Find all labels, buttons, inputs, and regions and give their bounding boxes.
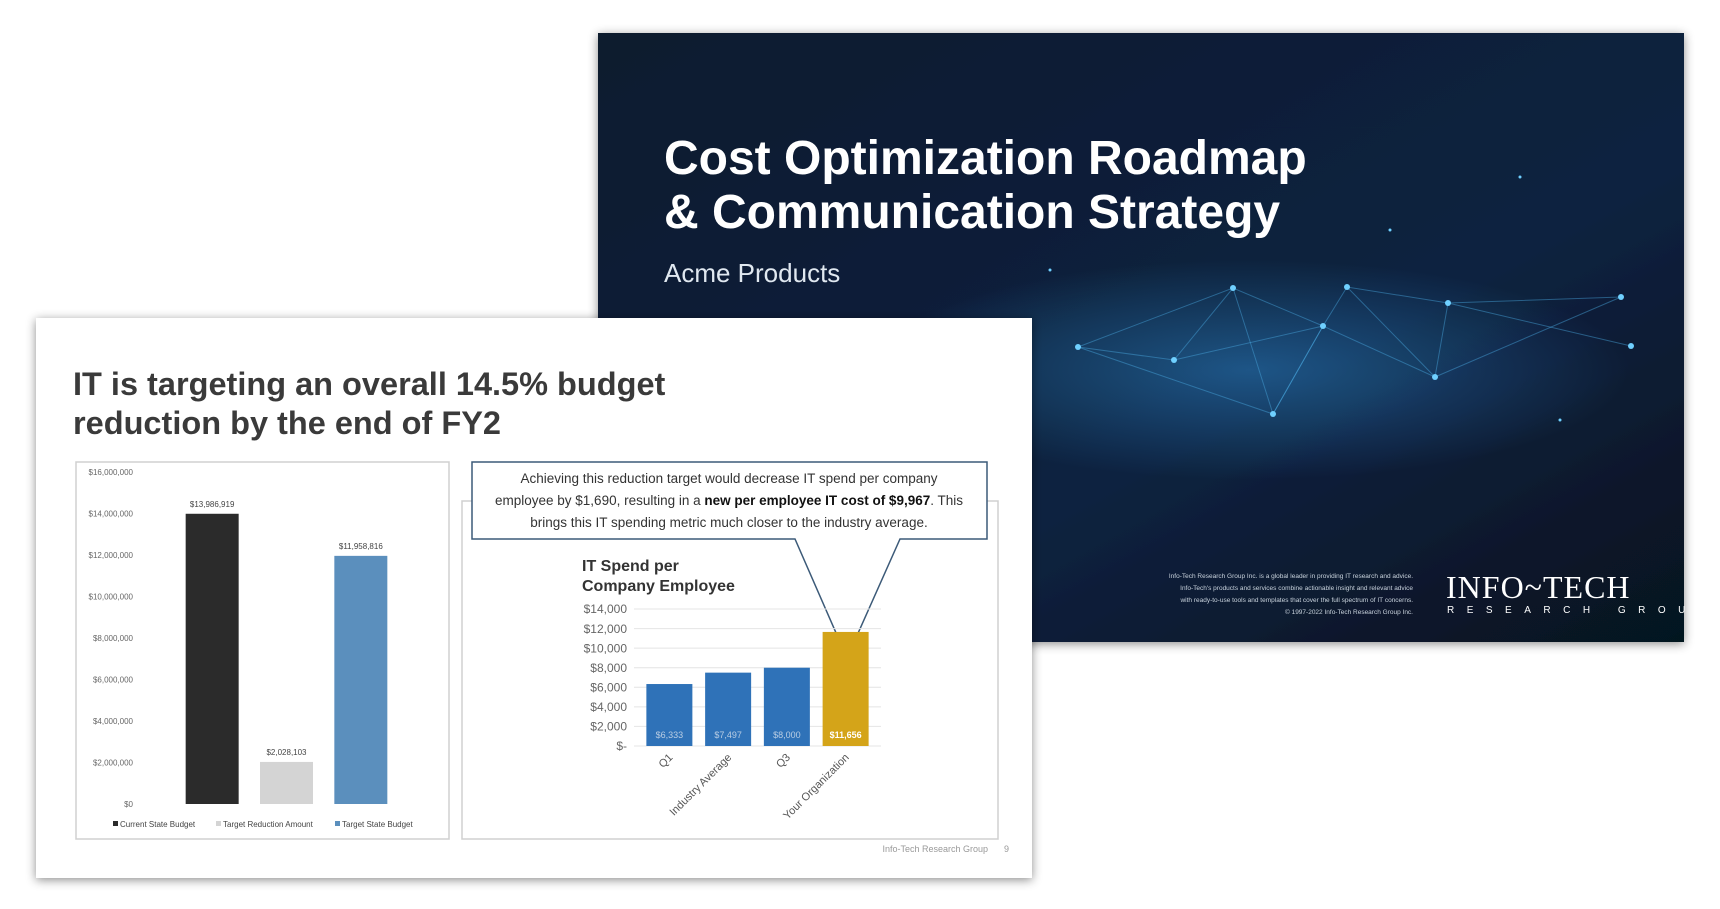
chart-title: IT Spend per <box>582 558 679 575</box>
network-nodes <box>978 175 1634 422</box>
value-label: $11,958,816 <box>339 542 383 551</box>
slide-title: & Communication Strategy <box>664 186 1280 239</box>
y-tick-label: $4,000,000 <box>93 717 134 726</box>
y-tick-label: $6,000 <box>590 680 627 694</box>
callout-text-part: . This <box>930 493 963 508</box>
slide-title: Cost Optimization Roadmap <box>664 132 1307 185</box>
bar <box>334 555 388 804</box>
y-tick-label: $12,000,000 <box>89 551 134 560</box>
chart-title: Company Employee <box>582 578 735 595</box>
value-label: $11,656 <box>830 730 862 740</box>
page-number: 9 <box>1004 844 1009 854</box>
y-tick-label: $12,000 <box>584 622 628 636</box>
callout-text: Achieving this reduction target would de… <box>495 471 963 530</box>
callout-line: Achieving this reduction target would de… <box>521 471 938 486</box>
y-tick-label: $2,000 <box>590 720 627 734</box>
front-slide: IT is targeting an overall 14.5% budget … <box>36 318 1032 878</box>
legend-label: Target State Budget <box>342 820 413 829</box>
bar <box>260 761 313 804</box>
legend-swatch <box>335 821 340 826</box>
y-tick-label: $0 <box>124 800 133 809</box>
y-tick-label: $- <box>616 739 627 753</box>
glow <box>870 260 1630 480</box>
network-lines <box>1077 286 1632 416</box>
bar <box>185 513 239 804</box>
slide-title: IT is targeting an overall 14.5% budget <box>73 366 666 402</box>
callout-text-part: employee by $1,690, resulting in a <box>495 493 704 508</box>
legend-label: Target Reduction Amount <box>223 820 314 829</box>
disclaimer-line: Info-Tech Research Group Inc. is a globa… <box>1169 573 1413 580</box>
bar <box>822 631 869 746</box>
value-label: $7,497 <box>714 730 742 740</box>
y-tick-label: $14,000 <box>584 602 628 616</box>
value-label: $2,028,103 <box>266 748 307 757</box>
legend-swatch <box>216 821 221 826</box>
logo: INFO~TECH <box>1446 569 1631 605</box>
chart-frame <box>461 500 999 840</box>
y-tick-label: $6,000,000 <box>93 675 134 684</box>
callout-line: employee by $1,690, resulting in a new p… <box>495 493 963 508</box>
legend-label: Current State Budget <box>120 820 196 829</box>
disclaimer-line: Info-Tech's products and services combin… <box>1180 585 1413 592</box>
value-label: $8,000 <box>773 730 801 740</box>
disclaimer-line: © 1997-2022 Info-Tech Research Group Inc… <box>1285 608 1413 616</box>
value-label: $13,986,919 <box>190 500 235 509</box>
value-label: $6,333 <box>656 730 684 740</box>
disclaimer: Info-Tech Research Group Inc. is a globa… <box>1169 573 1413 616</box>
disclaimer-line: with ready-to-use tools and templates th… <box>1179 597 1413 604</box>
y-tick-label: $10,000,000 <box>89 592 134 601</box>
y-tick-label: $14,000,000 <box>89 509 134 518</box>
slide-title: reduction by the end of FY2 <box>73 405 501 441</box>
bar <box>763 667 810 746</box>
callout-line: brings this IT spending metric much clos… <box>530 515 927 530</box>
logo-subtitle: RESEARCH GROUP <box>1447 605 1717 616</box>
y-tick-label: $8,000 <box>590 661 627 675</box>
y-tick-label: $10,000 <box>584 641 628 655</box>
bar <box>646 684 693 746</box>
callout-bold: new per employee IT cost of $9,967 <box>704 493 930 508</box>
slide-subtitle: Acme Products <box>664 258 840 288</box>
y-tick-label: $2,000,000 <box>93 758 134 767</box>
bar <box>705 672 752 746</box>
legend-swatch <box>113 821 118 826</box>
y-tick-label: $4,000 <box>590 700 627 714</box>
y-tick-label: $16,000,000 <box>89 468 134 477</box>
y-tick-label: $8,000,000 <box>93 634 134 643</box>
footer: Info-Tech Research Group <box>882 844 988 854</box>
